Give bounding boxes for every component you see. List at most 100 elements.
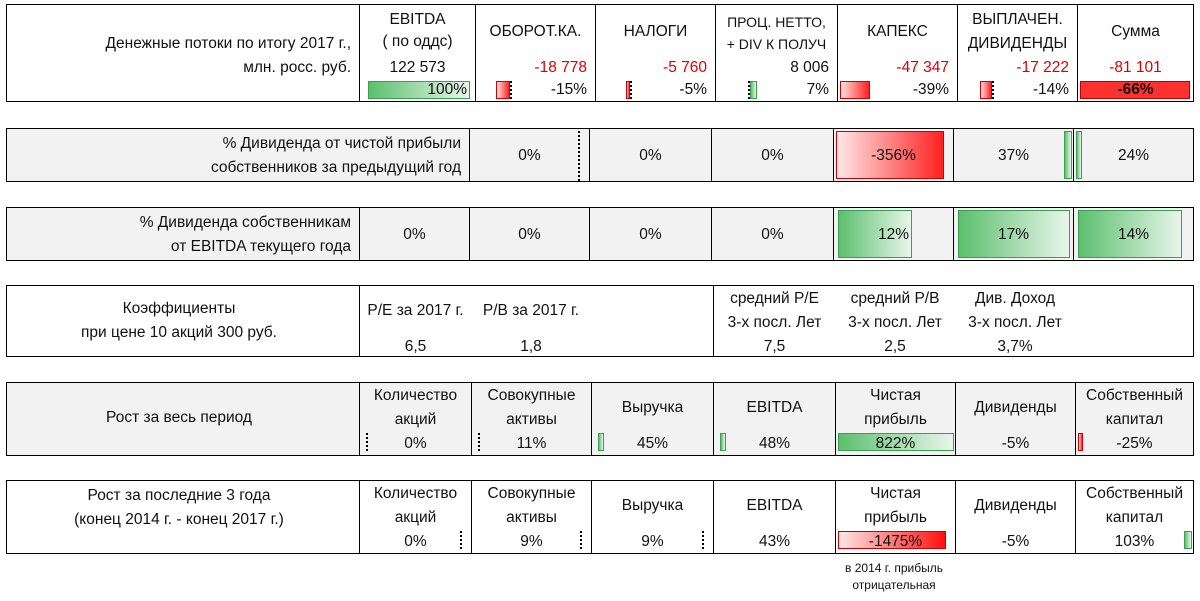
growth-all-table: Рост за весь период Количество акций 0% … [6,382,1194,456]
col-capex: КАПЕКС -47 347 -39% [837,5,957,101]
ratio-avg-pb-sub: 3-х посл. Лет [848,314,942,331]
dividend-profit-value-3: 0% [761,147,784,164]
dividend-profit-col2: 0% [469,129,589,181]
growth-3y-assets-axis [580,531,582,549]
growth-all-assets-axis [478,433,480,451]
growth-3y-ebitda-h1: EBITDA [746,497,803,514]
growth-3y-profit-value: -1475% [868,533,923,550]
ratio-div-yield-label: Див. Доход [974,290,1056,307]
growth-3y-dividends: Дивиденды -5% [955,481,1075,553]
dividend-profit-value-4: -356% [871,147,916,164]
dividend-ebitda-value-0: 0% [403,226,426,243]
dividend-ebitda-col5: 12% [833,208,953,260]
bar-taxes [626,81,630,99]
dividend-profit-col4: 0% [711,129,833,181]
growth-3y-equity-h2: капитал [1105,509,1164,526]
growth-3y-dividends-h1: Дивиденды [974,497,1057,514]
dividend-ebitda-col3: 0% [589,208,711,260]
ratio-avg-pe-sub: 3-х посл. Лет [727,314,822,331]
header-sum: Сумма [1111,23,1160,40]
dividend-ebitda-col2: 0% [469,208,589,260]
ratios-line2: при цене 10 акций 300 руб. [81,324,277,341]
value-taxes: -5 760 [663,59,707,76]
dividend-ebitda-value-1: 0% [518,226,541,243]
dividend-profit-line2: собственников за предыдущий год [211,159,461,176]
growth-3y-table: Рост за последние 3 года (конец 2014 г. … [6,480,1194,554]
dividend-profit-col7: 24% [1073,129,1193,181]
dividend-profit-value-2: 0% [639,147,662,164]
growth-all-profit-h1: Чистая [870,387,921,404]
growth-3y-revenue-value: 9% [641,533,664,550]
growth-3y-revenue-h1: Выручка [621,497,684,514]
growth-3y-revenue: Выручка 9% [591,481,713,553]
growth-3y-revenue-axis [702,531,704,549]
profit-footnote-line1: в 2014 г. прибыль [845,561,943,575]
value-working-capital: -18 778 [534,59,587,76]
cash-flow-table: Денежные потоки по итогу 2017 г., млн. р… [6,4,1194,102]
profit-footnote-line2: отрицательная [852,578,936,592]
growth-all-title-cell: Рост за весь период [7,383,359,455]
ratios-title-cell: Коэффициенты при цене 10 акций 300 руб. [7,286,359,356]
header-capex: КАПЕКС [867,23,928,40]
growth-3y-shares-value: 0% [404,533,427,550]
bar-interest [750,81,757,99]
dividend-ebitda-value-5: 17% [997,226,1030,243]
percent-sum: -66% [1117,81,1154,98]
percent-capex: -39% [912,81,949,98]
ratio-avg-pb-value: 2,5 [884,338,906,355]
dividend-profit-bar-5 [1064,131,1072,179]
growth-all-dividends: Дивиденды -5% [955,383,1075,455]
ratio-pe-label: P/E за 2017 г. [367,302,464,319]
percent-taxes: -5% [679,81,707,98]
dividend-ebitda-line2: от EBITDA текущего года [170,238,351,255]
growth-3y-shares-h2: акций [394,509,437,526]
profit-footnote: в 2014 г. прибыль отрицательная [834,560,954,594]
header-working-capital: ОБОРОТ.КА. [489,23,582,40]
ratios-line1: Коэффициенты [122,300,236,317]
col-taxes: НАЛОГИ -5 760 -5% [595,5,715,101]
col-interest: ПРОЦ. НЕТТО, + DIV К ПОЛУЧ 8 006 7% [715,5,837,101]
growth-3y-ebitda-value: 43% [758,533,791,550]
dividend-ebitda-col1: 0% [359,208,469,260]
bar-ebitda [368,81,470,99]
bar-sum [1080,81,1190,99]
growth-all-ebitda-value: 48% [758,435,791,452]
growth-3y-profit: Чистая прибыль -1475% [835,481,955,553]
cash-flow-title-cell: Денежные потоки по итогу 2017 г., млн. р… [7,5,359,101]
dividend-profit-axis-1 [578,131,580,181]
growth-all-dividends-value: -5% [1001,435,1030,452]
dividend-profit-value-1: 0% [518,147,541,164]
growth-all-ebitda: EBITDA 48% [713,383,835,455]
value-capex: -47 347 [896,59,949,76]
growth-3y-profit-h2: прибыль [864,509,927,526]
ratio-avg-pe-label: средний P/E [730,290,819,307]
header-ebitda-sub: ( по оддс) [382,33,453,50]
ratio-avg-pb: средний P/B 3-х посл. Лет 2,5 [835,286,955,356]
percent-working-capital: -15% [550,81,587,98]
growth-all-assets-value: 11% [516,435,547,452]
dividend-profit-bar-6 [1076,131,1082,179]
growth-all-equity-bar [1078,433,1083,451]
growth-3y-assets: Совокупные активы 9% [471,481,591,553]
bar-axis-interest [748,81,750,99]
growth-all-revenue: Выручка 45% [591,383,713,455]
dividend-profit-bar-4 [836,131,944,179]
growth-all-equity-value: -25% [1116,435,1153,452]
growth-3y-dividends-value: -5% [1001,533,1030,550]
ratio-avg-pe: средний P/E 3-х посл. Лет 7,5 [713,286,835,356]
growth-3y-equity-h1: Собственный [1086,485,1183,502]
cash-flow-title-line1: Денежные потоки по итогу 2017 г., [105,35,351,52]
growth-3y-shares: Количество акций 0% [359,481,471,553]
growth-all-dividends-h1: Дивиденды [974,399,1057,416]
growth-3y-assets-value: 9% [520,533,543,550]
growth-3y-title-cell: Рост за последние 3 года (конец 2014 г. … [7,481,359,553]
value-dividends-paid: -17 222 [1016,59,1069,76]
dividend-ebitda-col6: 17% [953,208,1073,260]
growth-3y-assets-h2: активы [506,509,557,526]
growth-all-assets: Совокупные активы 11% [471,383,591,455]
header-dividends-paid: ВЫПЛАЧЕН. [972,11,1063,28]
dividend-profit-line1: % Дивиденда от чистой прибыли [222,135,461,152]
dividend-ebitda-bar-4 [838,210,912,258]
dividend-ebitda-title-cell: % Дивиденда собственникам от EBITDA теку… [7,208,359,260]
growth-3y-ebitda: EBITDA 43% [713,481,835,553]
